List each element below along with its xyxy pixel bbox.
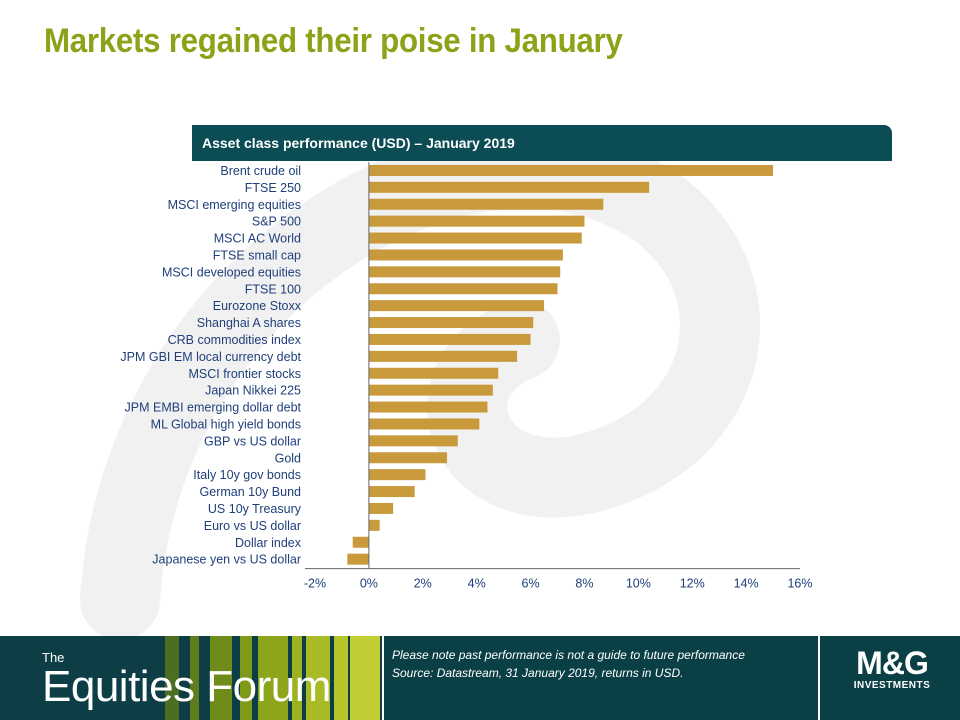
logo-text: M&G xyxy=(856,645,929,681)
category-label: FTSE small cap xyxy=(213,248,301,262)
category-label: Brent crude oil xyxy=(220,164,301,178)
bar xyxy=(368,519,380,531)
category-label: Euro vs US dollar xyxy=(204,519,301,533)
bar xyxy=(368,384,493,396)
x-tick-label: 14% xyxy=(734,577,759,591)
x-tick-label: 0% xyxy=(360,577,378,591)
category-label: MSCI emerging equities xyxy=(168,198,301,212)
bar xyxy=(368,469,426,481)
x-tick-label: 10% xyxy=(626,577,651,591)
x-tick-label: 8% xyxy=(575,577,593,591)
footer-note: Please note past performance is not a gu… xyxy=(392,646,745,682)
category-label: GBP vs US dollar xyxy=(204,434,301,448)
bar xyxy=(368,401,488,413)
category-label: JPM GBI EM local currency debt xyxy=(120,350,301,364)
bar xyxy=(368,333,531,345)
x-tick-label: -2% xyxy=(304,577,326,591)
page-title: Markets regained their poise in January xyxy=(44,22,623,60)
category-label: Italy 10y gov bonds xyxy=(193,468,301,482)
category-label: FTSE 100 xyxy=(245,282,301,296)
category-label: MSCI AC World xyxy=(214,232,301,246)
brand-the: The xyxy=(42,650,65,665)
category-label: US 10y Treasury xyxy=(208,502,302,516)
bar xyxy=(368,232,582,244)
category-label: ML Global high yield bonds xyxy=(151,417,301,431)
background-decoration xyxy=(80,128,760,636)
bar xyxy=(368,367,499,379)
category-label: FTSE 250 xyxy=(245,181,301,195)
bar xyxy=(368,486,415,498)
bar xyxy=(368,164,774,176)
bar xyxy=(368,435,458,447)
mg-logo: M&G INVESTMENTS xyxy=(834,646,950,691)
category-label: Eurozone Stoxx xyxy=(213,299,302,313)
bar xyxy=(368,317,534,329)
footer: The Equities Forum Please note past perf… xyxy=(0,636,960,720)
footer-brand-panel: The Equities Forum xyxy=(0,636,380,720)
chart-title: Asset class performance (USD) – January … xyxy=(192,125,892,161)
bar xyxy=(368,418,480,430)
category-label: S&P 500 xyxy=(252,215,301,229)
disclaimer-text: Please note past performance is not a gu… xyxy=(392,648,745,662)
bar xyxy=(368,266,561,278)
category-label: Japanese yen vs US dollar xyxy=(152,553,301,567)
bar-chart: Brent crude oil FTSE 250 MSCI emerging equ… xyxy=(120,162,813,591)
x-tick-label: 6% xyxy=(522,577,540,591)
category-label: German 10y Bund xyxy=(200,485,301,499)
category-label: MSCI developed equities xyxy=(162,265,301,279)
bar xyxy=(368,452,448,464)
category-label: Japan Nikkei 225 xyxy=(205,384,301,398)
category-label: JPM EMBI emerging dollar debt xyxy=(125,401,302,415)
footer-divider-right xyxy=(818,636,820,720)
category-label: MSCI frontier stocks xyxy=(188,367,301,381)
category-label: CRB commodities index xyxy=(168,333,302,347)
bar xyxy=(368,249,563,261)
x-tick-label: 2% xyxy=(414,577,432,591)
category-label: Dollar index xyxy=(235,536,302,550)
logo-subtext: INVESTMENTS xyxy=(853,680,931,691)
bar xyxy=(347,553,369,565)
bar xyxy=(352,536,369,548)
bar xyxy=(368,198,604,210)
category-label: Gold xyxy=(275,451,301,465)
bar xyxy=(368,181,650,193)
x-tick-label: 12% xyxy=(680,577,705,591)
category-label: Shanghai A shares xyxy=(197,316,301,330)
bar xyxy=(368,300,545,312)
x-tick-label: 16% xyxy=(787,577,812,591)
bar xyxy=(368,350,518,362)
x-tick-label: 4% xyxy=(468,577,486,591)
bar xyxy=(368,502,394,514)
source-text: Source: Datastream, 31 January 2019, ret… xyxy=(392,666,684,680)
bar xyxy=(368,215,585,227)
bar xyxy=(368,283,558,295)
footer-divider xyxy=(382,636,384,720)
brand-name: Equities Forum xyxy=(42,662,331,711)
